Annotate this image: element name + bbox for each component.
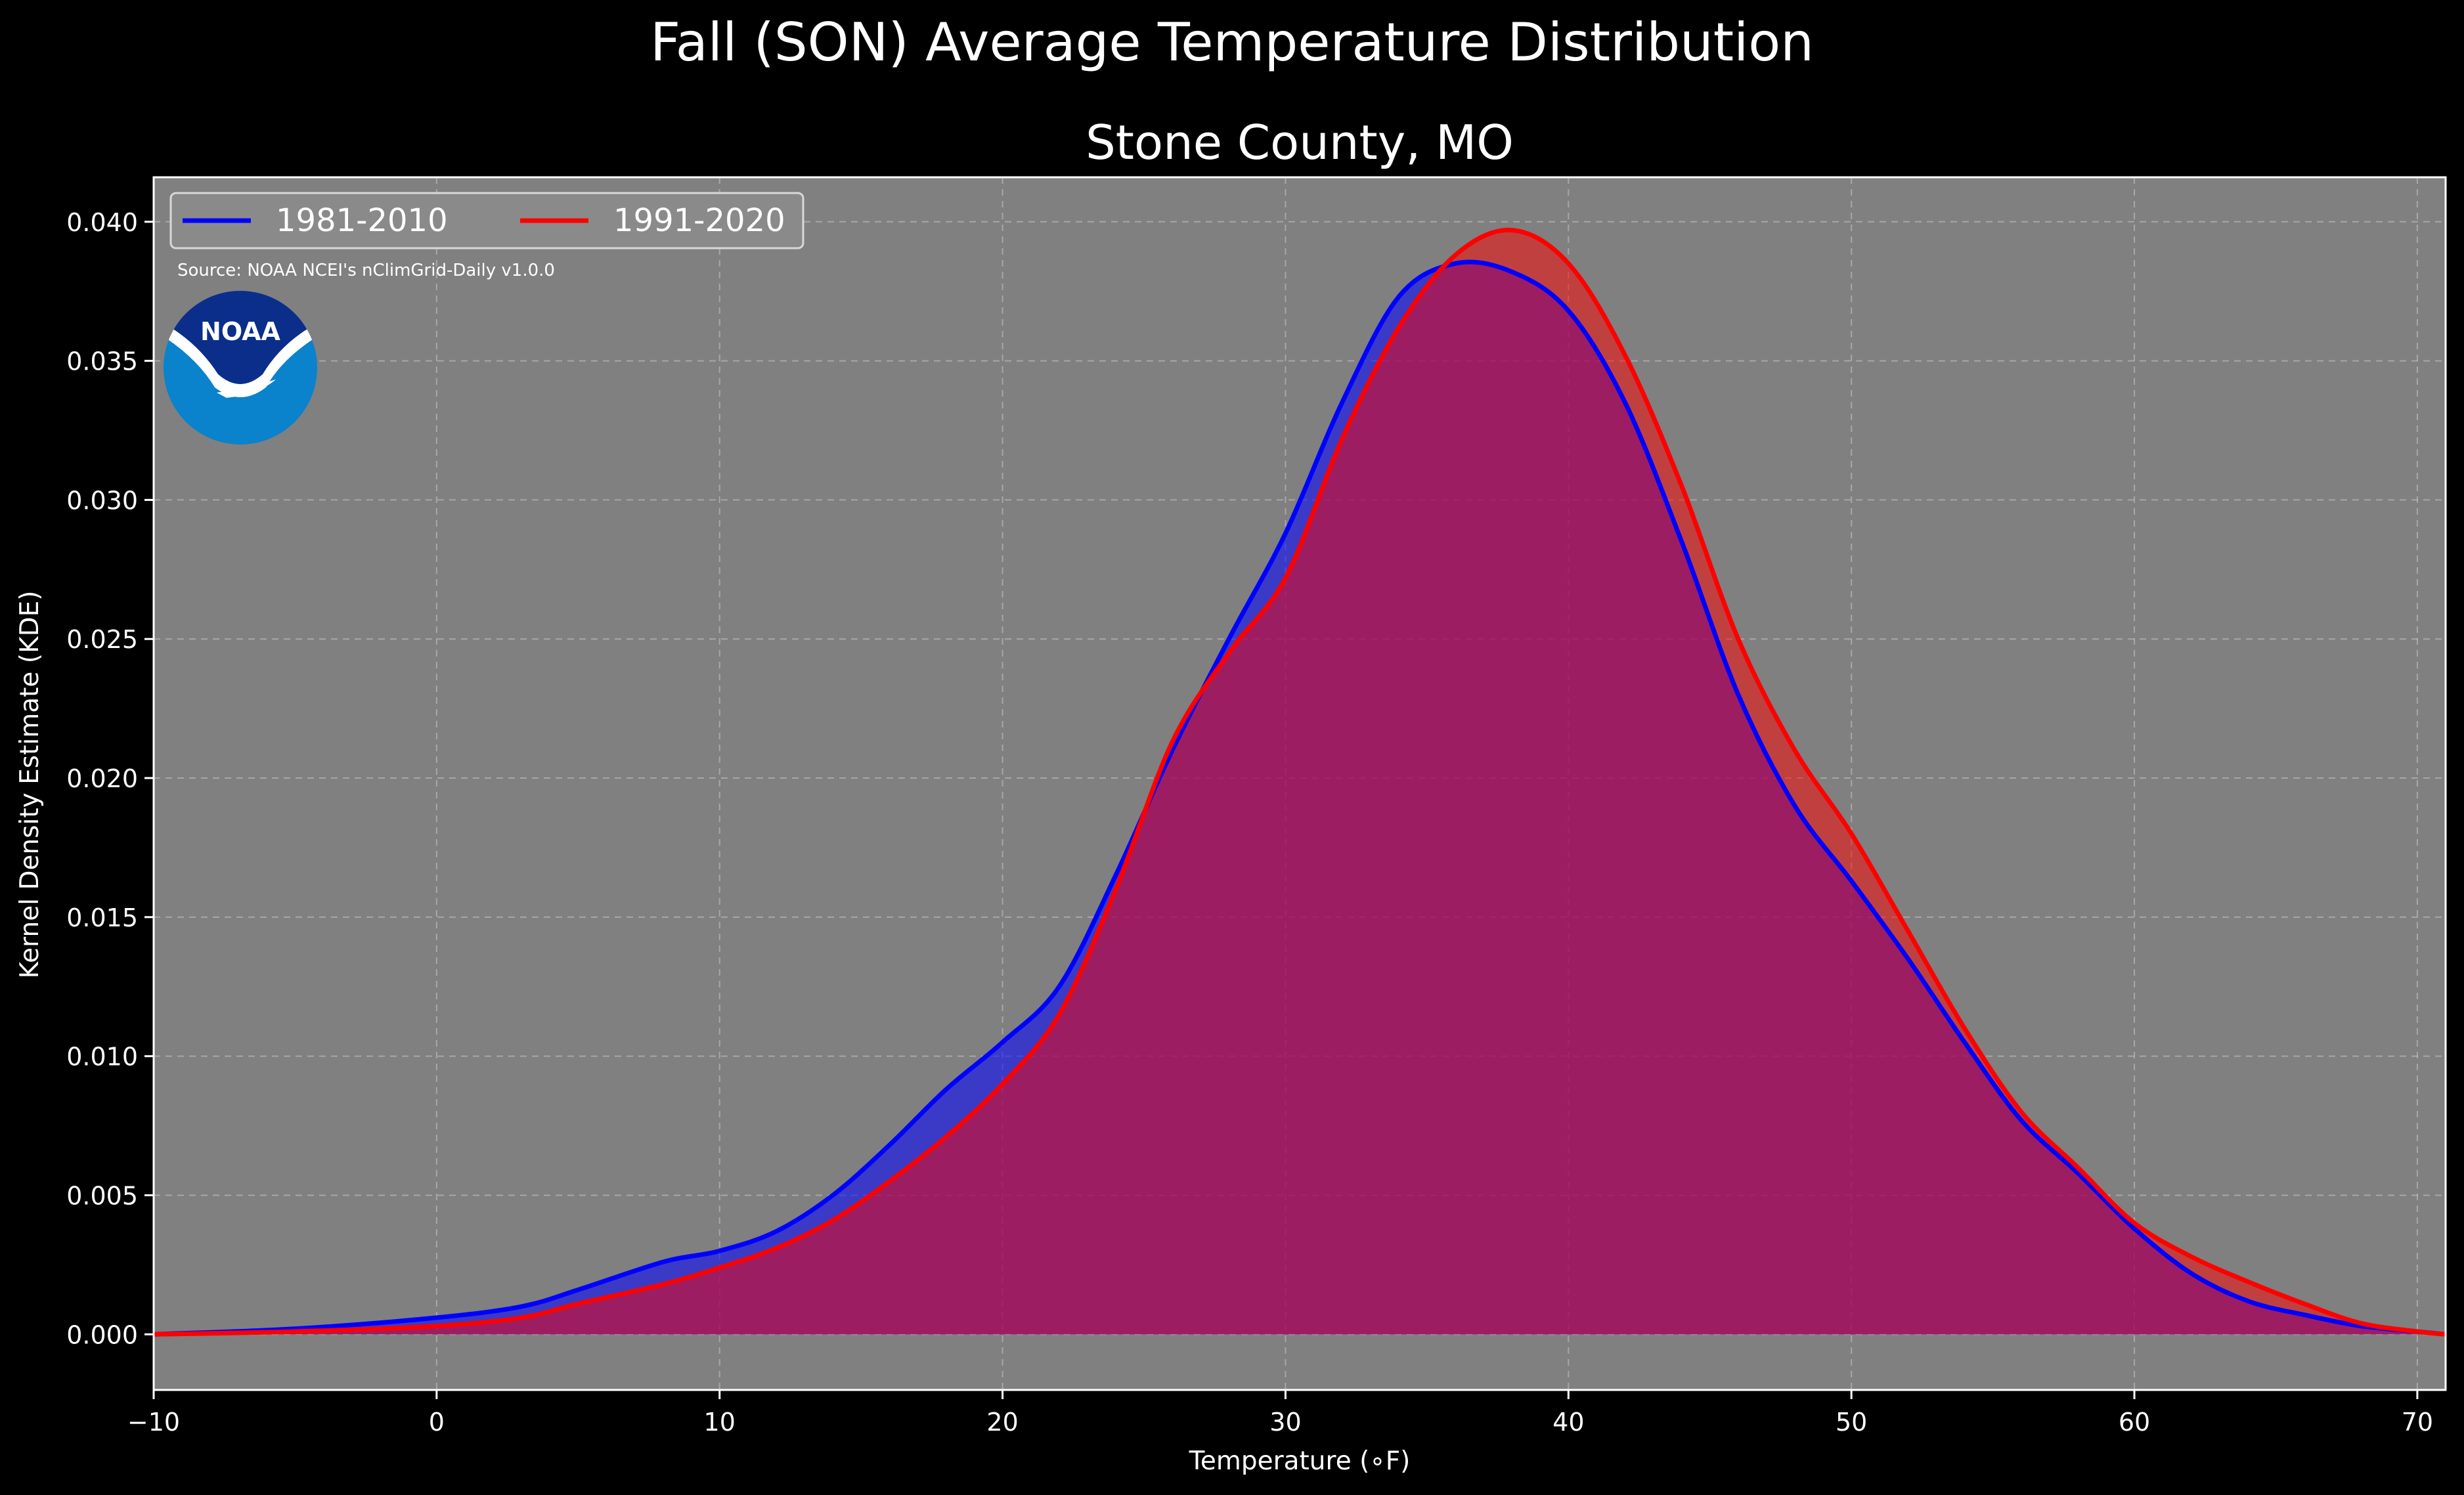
x-tick-label: 0 <box>429 1408 445 1437</box>
y-tick-label: 0.020 <box>66 764 138 793</box>
chart-subtitle: Stone County, MO <box>1086 115 1514 170</box>
x-tick-label: 50 <box>1836 1408 1867 1437</box>
noaa-logo-text: NOAA <box>200 317 280 346</box>
y-tick-label: 0.035 <box>66 347 138 376</box>
x-tick-label: 70 <box>2402 1408 2433 1437</box>
plot-frame <box>152 176 2447 1391</box>
y-axis-label: Kernel Density Estimate (KDE) <box>15 591 45 979</box>
axis-ticks: −10 0 10 20 30 40 50 60 70 0.000 0.005 0.010 0.015 0.… <box>66 208 2433 1437</box>
legend-box <box>169 192 804 249</box>
legend-label-1981-2010: 1981-2010 <box>276 202 448 239</box>
y-tick-label: 0.005 <box>66 1181 138 1210</box>
series-areas <box>154 230 2446 1335</box>
noaa-logo-icon: NOAA <box>164 291 317 444</box>
y-tick-label: 0.010 <box>66 1043 138 1072</box>
series-line-1981-2010 <box>153 259 2446 1337</box>
x-tick-label: 30 <box>1269 1408 1301 1437</box>
y-tick-label: 0.000 <box>66 1320 138 1349</box>
source-note: Source: NOAA NCEI's nClimGrid-Daily v1.0… <box>177 261 555 280</box>
y-tick-label: 0.030 <box>66 486 138 515</box>
series-line-1991-2020 <box>153 227 2446 1337</box>
x-tick-label: 60 <box>2119 1408 2150 1437</box>
chart-title: Fall (SON) Average Temperature Distribut… <box>650 12 1814 73</box>
x-tick-label: −10 <box>127 1408 180 1437</box>
series-lines <box>153 227 2446 1337</box>
y-tick-label: 0.025 <box>66 625 138 654</box>
y-tick-label: 0.040 <box>66 208 138 237</box>
x-tick-label: 20 <box>986 1408 1018 1437</box>
series-area-1991-2020 <box>154 230 2446 1335</box>
legend: 1981-2010 1991-2020 <box>169 192 804 249</box>
x-axis-label: Temperature (∘F) <box>1189 1446 1411 1476</box>
y-tick-label: 0.015 <box>66 903 138 932</box>
x-tick-label: 40 <box>1552 1408 1584 1437</box>
x-tick-label: 10 <box>704 1408 736 1437</box>
legend-label-1991-2020: 1991-2020 <box>613 202 785 239</box>
